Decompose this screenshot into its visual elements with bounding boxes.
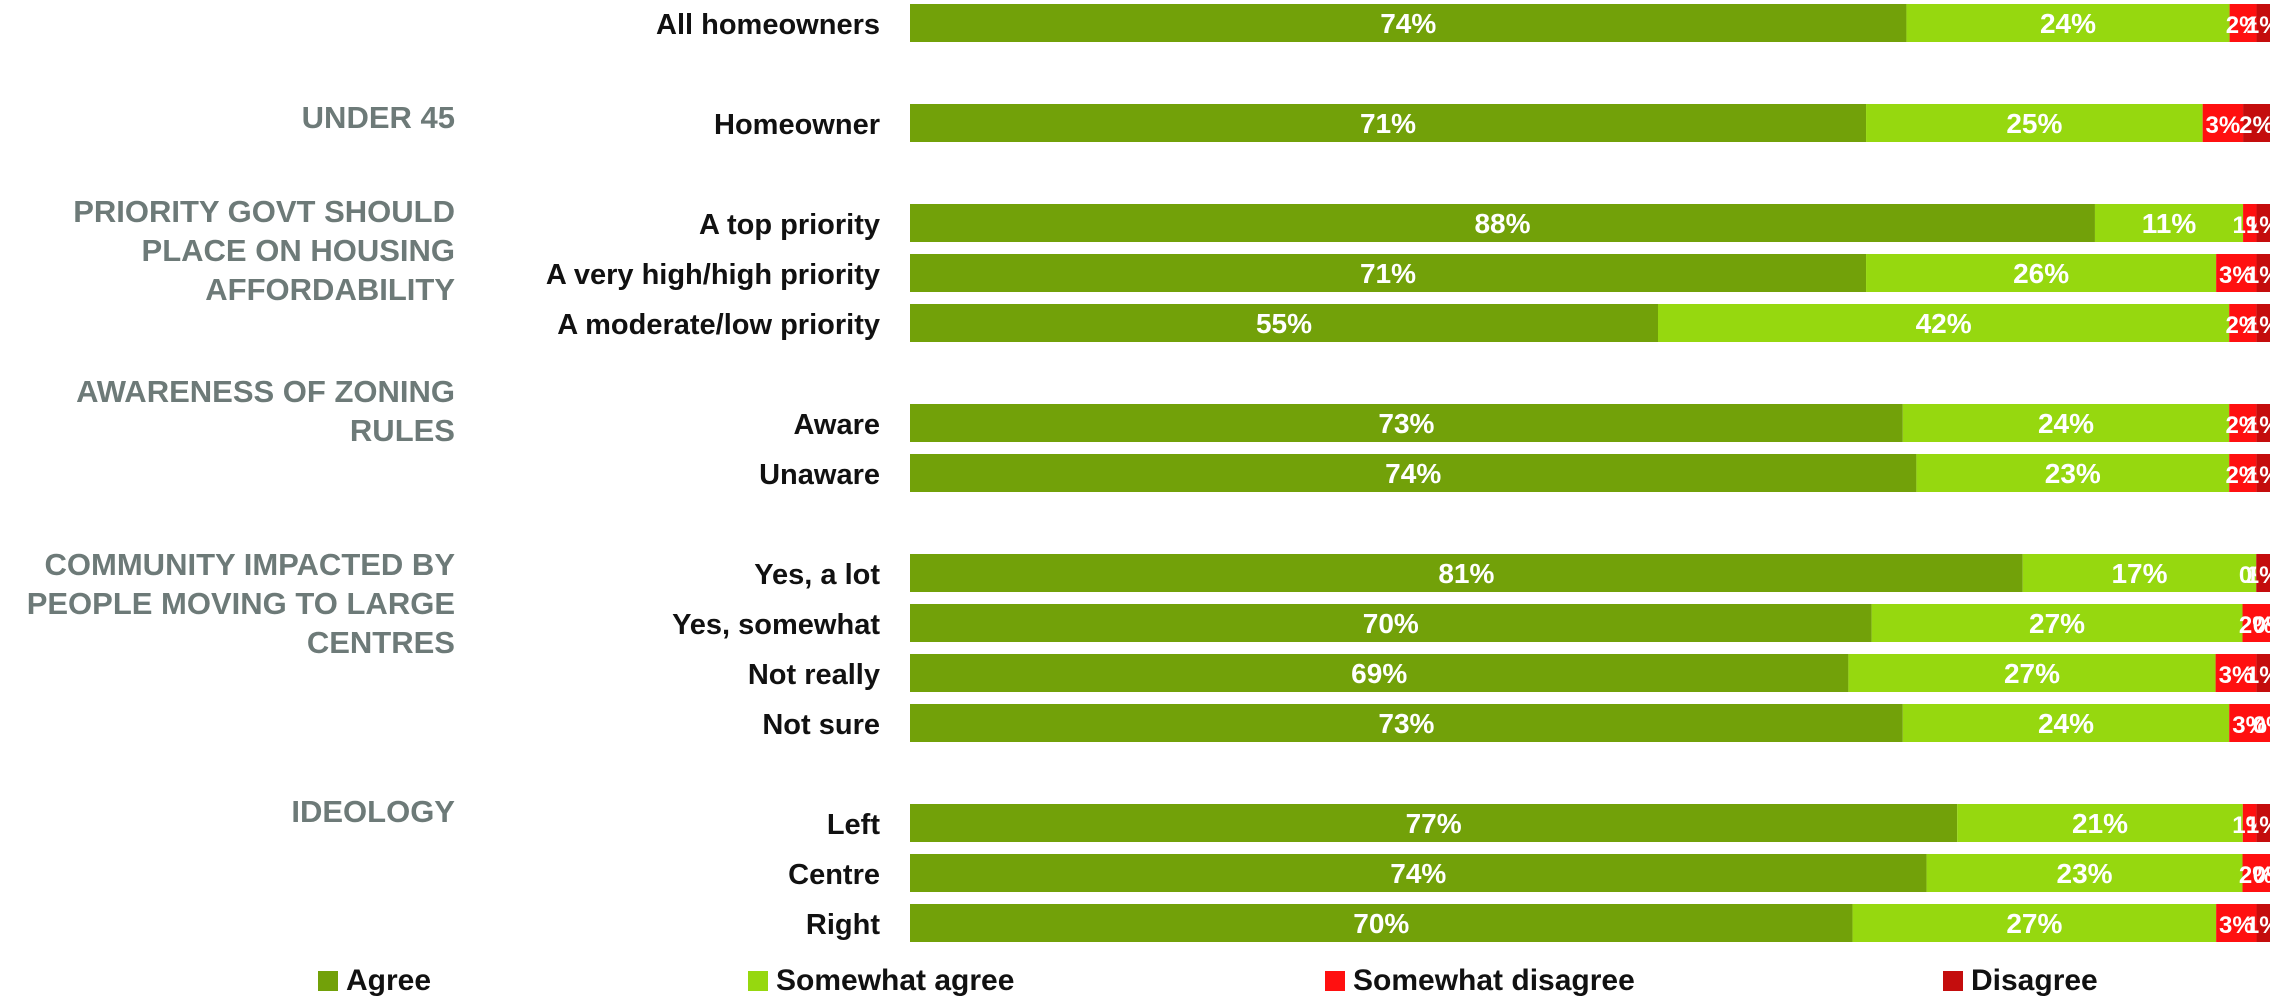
value-label-homeowner-somewhat-disagree: 3% xyxy=(2206,112,2241,139)
value-label-right-agree: 70% xyxy=(1353,908,1409,939)
value-label-left-disagree: 1% xyxy=(2246,812,2281,839)
value-label-all-homeowners-agree: 74% xyxy=(1380,8,1436,39)
value-label-a-very-high-high-priority-agree: 71% xyxy=(1360,258,1416,289)
value-label-a-moderate-low-priority-somewhat-agree: 42% xyxy=(1916,308,1972,339)
value-label-all-homeowners-disagree: 1% xyxy=(2246,12,2281,39)
value-label-yes-somewhat-somewhat-agree: 27% xyxy=(2029,608,2085,639)
value-label-yes-a-lot-disagree: 1% xyxy=(2246,562,2281,589)
value-label-right-somewhat-agree: 27% xyxy=(2006,908,2062,939)
value-label-left-somewhat-agree: 21% xyxy=(2072,808,2128,839)
legend-swatch-somewhat-disagree xyxy=(1325,971,1345,991)
value-label-not-sure-agree: 73% xyxy=(1378,708,1434,739)
value-label-not-really-agree: 69% xyxy=(1351,658,1407,689)
value-label-homeowner-somewhat-agree: 25% xyxy=(2006,108,2062,139)
value-label-homeowner-disagree: 2% xyxy=(2239,112,2274,139)
value-label-homeowner-agree: 71% xyxy=(1360,108,1416,139)
value-label-a-very-high-high-priority-disagree: 1% xyxy=(2246,262,2281,289)
row-label-yes-a-lot: Yes, a lot xyxy=(754,559,880,591)
value-label-not-sure-somewhat-agree: 24% xyxy=(2038,708,2094,739)
legend-swatch-disagree xyxy=(1943,971,1963,991)
legend-item-somewhat-disagree: Somewhat disagree xyxy=(1325,963,1635,999)
row-label-left: Left xyxy=(827,809,881,841)
legend-swatch-somewhat-agree xyxy=(748,971,768,991)
value-label-aware-agree: 73% xyxy=(1378,408,1434,439)
group-label-ideology: IDEOLOGY xyxy=(0,792,455,831)
group-label-priority: PRIORITY GOVT SHOULD PLACE ON HOUSING AF… xyxy=(0,192,455,309)
value-label-centre-agree: 74% xyxy=(1390,858,1446,889)
value-label-unaware-disagree: 1% xyxy=(2246,462,2281,489)
legend-item-somewhat-agree: Somewhat agree xyxy=(748,963,1014,999)
value-label-a-top-priority-disagree: 1% xyxy=(2246,212,2281,239)
value-label-right-disagree: 1% xyxy=(2246,912,2281,939)
value-label-unaware-agree: 74% xyxy=(1385,458,1441,489)
value-label-a-very-high-high-priority-somewhat-agree: 26% xyxy=(2013,258,2069,289)
row-label-right: Right xyxy=(806,909,880,941)
value-label-all-homeowners-somewhat-agree: 24% xyxy=(2040,8,2096,39)
value-label-aware-somewhat-agree: 24% xyxy=(2038,408,2094,439)
value-label-centre-somewhat-agree: 23% xyxy=(2057,858,2113,889)
value-label-yes-a-lot-somewhat-agree: 17% xyxy=(2111,558,2167,589)
value-label-left-agree: 77% xyxy=(1406,808,1462,839)
row-label-a-top-priority: A top priority xyxy=(699,209,880,241)
group-label-under-45: UNDER 45 xyxy=(0,98,455,137)
row-label-a-moderate-low-priority: A moderate/low priority xyxy=(557,309,880,341)
value-label-yes-somewhat-disagree: 0% xyxy=(2253,612,2288,639)
row-label-not-really: Not really xyxy=(748,659,880,691)
row-label-not-sure: Not sure xyxy=(762,709,880,741)
legend-item-disagree: Disagree xyxy=(1943,963,2098,999)
value-label-yes-a-lot-agree: 81% xyxy=(1438,558,1494,589)
value-label-a-moderate-low-priority-agree: 55% xyxy=(1256,308,1312,339)
value-label-unaware-somewhat-agree: 23% xyxy=(2045,458,2101,489)
group-label-zoning-awareness: AWARENESS OF ZONING RULES xyxy=(0,372,455,450)
value-label-centre-disagree: 0% xyxy=(2253,862,2288,889)
value-label-a-moderate-low-priority-disagree: 1% xyxy=(2246,312,2281,339)
legend-label-somewhat-agree: Somewhat agree xyxy=(776,964,1014,998)
value-label-a-top-priority-somewhat-agree: 11% xyxy=(2142,208,2197,239)
value-label-not-really-disagree: 1% xyxy=(2246,662,2281,689)
value-label-not-really-somewhat-agree: 27% xyxy=(2004,658,2060,689)
value-label-aware-disagree: 1% xyxy=(2246,412,2281,439)
group-label-community-impact: COMMUNITY IMPACTED BY PEOPLE MOVING TO L… xyxy=(0,545,455,662)
row-label-homeowner: Homeowner xyxy=(714,109,880,141)
legend-label-somewhat-disagree: Somewhat disagree xyxy=(1353,964,1635,998)
value-label-a-top-priority-agree: 88% xyxy=(1474,208,1530,239)
legend-label-agree: Agree xyxy=(346,964,431,998)
row-label-all-homeowners: All homeowners xyxy=(656,9,880,41)
row-label-unaware: Unaware xyxy=(759,459,880,491)
row-label-a-very-high-high-priority: A very high/high priority xyxy=(546,259,880,291)
row-label-yes-somewhat: Yes, somewhat xyxy=(672,609,880,641)
value-label-yes-somewhat-agree: 70% xyxy=(1363,608,1419,639)
row-label-aware: Aware xyxy=(793,409,880,441)
value-label-not-sure-disagree: 0% xyxy=(2253,712,2288,739)
row-label-centre: Centre xyxy=(788,859,880,891)
legend-label-disagree: Disagree xyxy=(1971,964,2098,998)
legend-swatch-agree xyxy=(318,971,338,991)
legend-item-agree: Agree xyxy=(318,963,431,999)
